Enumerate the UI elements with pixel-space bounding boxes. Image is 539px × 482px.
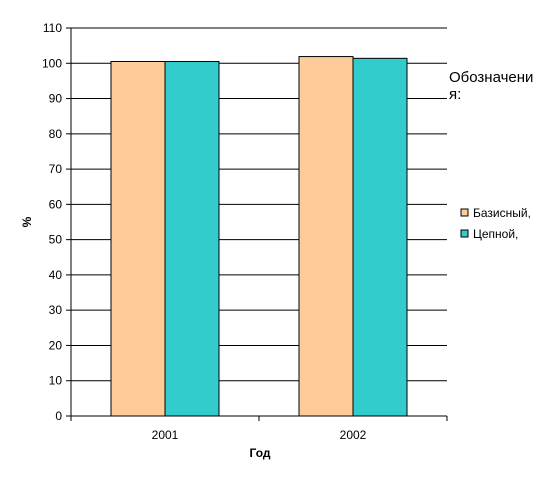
bar-2002-chain [352,57,408,417]
legend-title-line1: Обозначени [449,69,533,86]
y-tick-label: 30 [49,303,63,317]
bar-2002-basic [298,56,354,417]
y-tick-label: 60 [49,197,63,211]
legend-label-basic: Базисный, [473,206,531,220]
legend-label-chain: Цепной, [473,227,518,241]
legend: Обозначени я: Базисный, Цепной, [449,69,533,241]
y-tick-label: 0 [55,409,62,423]
y-tick-label: 100 [42,56,62,70]
legend-title-line2: я: [449,86,461,103]
y-tick-label: 50 [49,233,63,247]
y-tick-label: 70 [49,162,63,176]
legend-swatch-basic [460,208,469,217]
y-axis-ticks: 0 10 20 30 40 50 60 70 80 90 100 110 [42,21,71,423]
bar-2001-chain [164,61,220,417]
legend-swatch-chain [460,229,469,238]
x-axis-ticks: 2001 2002 [70,416,448,442]
y-tick-label: 10 [49,374,63,388]
x-tick-label: 2002 [340,428,367,442]
y-tick-label: 20 [49,338,63,352]
x-axis-label: Год [250,446,271,460]
y-tick-label: 110 [43,21,62,35]
y-tick-label: 90 [49,92,63,106]
bar-2001-basic [110,61,166,417]
x-tick-label: 2001 [152,428,179,442]
y-tick-label: 80 [49,127,63,141]
y-axis-label: % [20,216,34,227]
y-tick-label: 40 [49,268,63,282]
bars [110,56,408,417]
